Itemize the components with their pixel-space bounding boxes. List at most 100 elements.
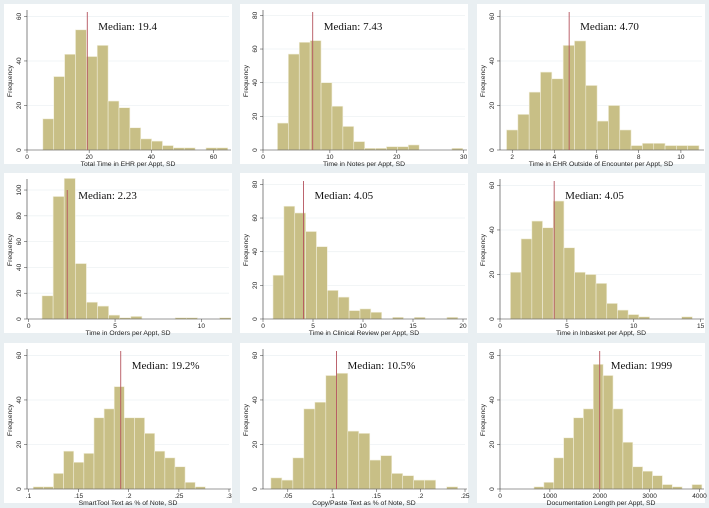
histogram-bar	[661, 483, 673, 489]
x-axis-label: Time in Notes per Appt, SD	[323, 161, 405, 168]
y-axis-label: Frequency	[480, 403, 487, 436]
y-tick-label: 60	[489, 351, 496, 359]
histogram-bar	[664, 145, 677, 151]
histogram-bar	[162, 145, 174, 151]
x-tick-label: 15	[697, 323, 705, 330]
histogram-chart: 0 20 40 60 2 4 6 8 10 Median: 4.70 Time in EHR Out…	[476, 4, 705, 168]
histogram-panel: 0 20 40 60 80 100 0 5 10 Median: 2.23 Time in Orde…	[0, 169, 237, 339]
histogram-bar	[380, 454, 393, 489]
histogram-chart: 0 20 40 60 .05 .1 .15 .2 .25 Median: 10.5% Copy/Pa…	[240, 342, 470, 507]
x-tick-label: 5	[565, 323, 569, 330]
y-tick-label: 0	[489, 317, 496, 321]
histogram-bar	[154, 450, 166, 489]
x-tick-label: 20	[460, 323, 468, 330]
histogram-bar	[353, 141, 366, 151]
histogram-chart: 0 20 40 60 0 20 40 60 Median: 19.4 Total Time in …	[4, 4, 232, 168]
histogram-bar	[651, 475, 663, 489]
histogram-bar	[305, 231, 318, 320]
histogram-bar	[273, 275, 285, 320]
histogram-bar	[316, 246, 328, 320]
histogram-bar	[184, 481, 196, 489]
histogram-bar	[64, 53, 76, 151]
histogram-bar	[173, 147, 185, 151]
median-label: Median: 7.43	[324, 21, 383, 33]
histogram-bar	[130, 316, 143, 320]
y-tick-label: 0	[489, 486, 496, 490]
histogram-bar	[164, 457, 176, 489]
histogram-bar	[108, 315, 121, 320]
x-tick-label: .1	[26, 493, 32, 500]
y-tick-label: 100	[16, 185, 23, 196]
histogram-panel: 0 20 40 60 80 0 10 20 30 Median: 7.43 Time in Note…	[236, 0, 473, 170]
y-axis-label: Frequency	[7, 403, 14, 436]
histogram-bar	[321, 82, 333, 151]
histogram-bar	[183, 147, 196, 151]
y-tick-label: 60	[489, 182, 496, 190]
y-tick-label: 0	[252, 148, 259, 152]
histogram-bar	[342, 126, 355, 151]
histogram-bar	[539, 71, 552, 151]
histogram-bar	[616, 310, 629, 320]
histogram-bar	[602, 374, 613, 489]
x-tick-label: 0	[498, 493, 502, 500]
histogram-bar	[140, 138, 152, 151]
median-label: Median: 10.5%	[348, 360, 416, 372]
y-tick-label: 0	[489, 148, 496, 152]
histogram-bar	[543, 481, 554, 489]
y-tick-label: 20	[489, 271, 496, 279]
histogram-bar	[347, 430, 360, 489]
median-label: Median: 19.4	[98, 21, 157, 33]
y-tick-label: 20	[252, 112, 259, 120]
x-tick-label: 3000	[642, 493, 657, 500]
histogram-bar	[41, 295, 54, 320]
x-tick-label: 5	[113, 323, 117, 330]
y-tick-label: 60	[16, 12, 23, 20]
x-tick-label: .05	[284, 493, 293, 500]
median-label: Median: 4.05	[565, 190, 624, 202]
histogram-bar	[32, 486, 44, 489]
y-tick-label: 0	[16, 317, 23, 321]
x-tick-label: 30	[460, 154, 468, 161]
histogram-bar	[96, 45, 109, 151]
histogram-bar	[585, 85, 598, 151]
y-tick-label: 0	[252, 486, 259, 490]
y-tick-label: 40	[252, 396, 259, 404]
histogram-bar	[612, 408, 623, 489]
histogram-bar	[151, 140, 163, 151]
y-axis-label: Frequency	[7, 64, 14, 97]
x-axis-label: Copy/Paste Text as % of Note, SD	[313, 500, 416, 507]
y-tick-label: 80	[252, 11, 259, 19]
histogram-bar	[349, 310, 361, 320]
x-tick-label: 10	[630, 323, 638, 330]
histogram-chart: 0 20 40 60 80 100 0 5 10 Median: 2.23 Time in Orde…	[4, 173, 232, 337]
histogram-bar	[553, 457, 564, 489]
histogram-bar	[216, 147, 229, 151]
histogram-chart: 0 20 40 60 0 1000 2000 3000 4000 Median: 1999 Docu…	[476, 342, 707, 507]
histogram-panel: 0 20 40 60 2 4 6 8 10 Median: 4.70 Time in EHR Out…	[472, 0, 709, 170]
x-axis-label: Time in EHR Outside of Encounter per App…	[528, 161, 673, 168]
histogram-bar	[687, 145, 699, 151]
histogram-bar	[359, 308, 372, 320]
histogram-bar	[582, 408, 594, 489]
histogram-bar	[413, 479, 426, 489]
histogram-bar	[124, 417, 135, 489]
histogram-chart: 0 20 40 60 .1 .15 .2 .25 .3 Median: 19.2% SmartToo…	[4, 342, 232, 507]
x-tick-label: 2000	[592, 493, 607, 500]
x-tick-label: 10	[198, 323, 206, 330]
histogram-bar	[595, 283, 607, 320]
histogram-bar	[53, 472, 64, 489]
x-tick-label: 20	[86, 154, 94, 161]
x-tick-label: .1	[330, 493, 336, 500]
histogram-bar	[642, 470, 653, 489]
y-tick-label: 20	[16, 440, 23, 448]
histogram-bar	[641, 143, 654, 151]
histogram-bar	[73, 461, 85, 489]
x-tick-label: 4	[552, 154, 556, 161]
y-tick-label: 80	[16, 212, 23, 220]
histogram-bar	[283, 206, 296, 320]
y-tick-label: 20	[16, 290, 23, 298]
histogram-bar	[288, 53, 300, 151]
x-tick-label: .15	[372, 493, 381, 500]
y-axis-label: Frequency	[7, 234, 14, 267]
